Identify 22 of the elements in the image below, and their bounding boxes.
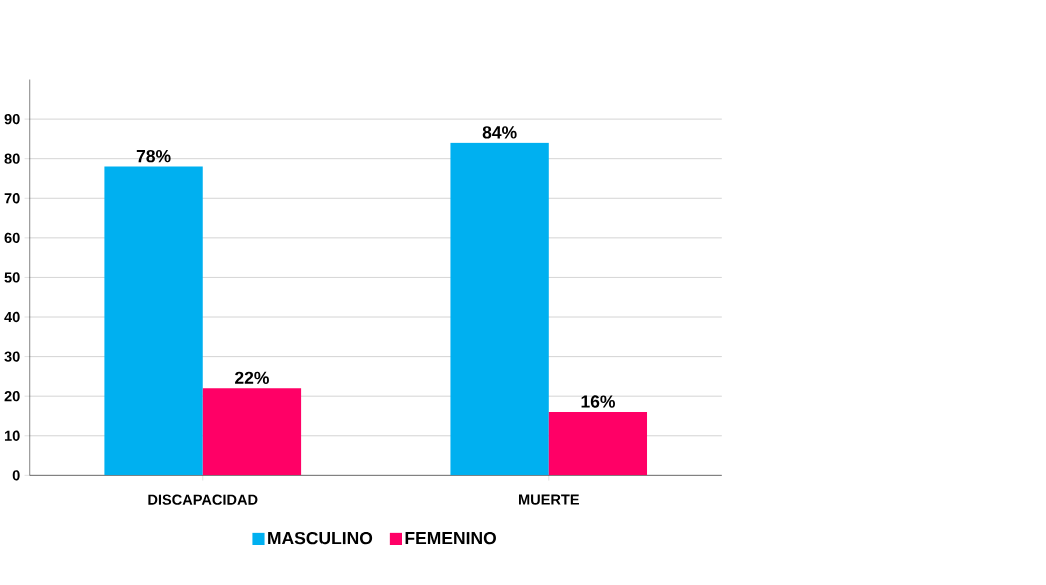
y-tick-label: 70 (4, 193, 20, 204)
y-tick-label: 60 (4, 232, 20, 244)
y-tick-label: 90 (4, 114, 20, 125)
y-tick-label: 20 (4, 391, 20, 402)
bar (450, 143, 549, 476)
bar (202, 388, 302, 476)
data-label: 84% (482, 126, 517, 139)
data-label: 16% (581, 395, 615, 408)
y-tick-label: 10 (4, 430, 20, 442)
y-tick-label: 30 (4, 351, 20, 362)
legend-label: FEMENINO (405, 532, 496, 545)
y-tick-label: 40 (4, 312, 20, 323)
y-tick-label: 0 (12, 470, 20, 481)
legend-label: MASCULINO (268, 532, 373, 545)
data-label: 22% (235, 371, 269, 385)
bar (104, 166, 203, 476)
y-tick-label: 80 (4, 153, 20, 165)
x-tick-label: DISCAPACIDAD (148, 494, 258, 506)
y-tick-label: 50 (4, 272, 20, 283)
bar (548, 412, 648, 476)
data-label: 78% (136, 150, 171, 163)
x-tick-label: MUERTE (519, 494, 579, 505)
